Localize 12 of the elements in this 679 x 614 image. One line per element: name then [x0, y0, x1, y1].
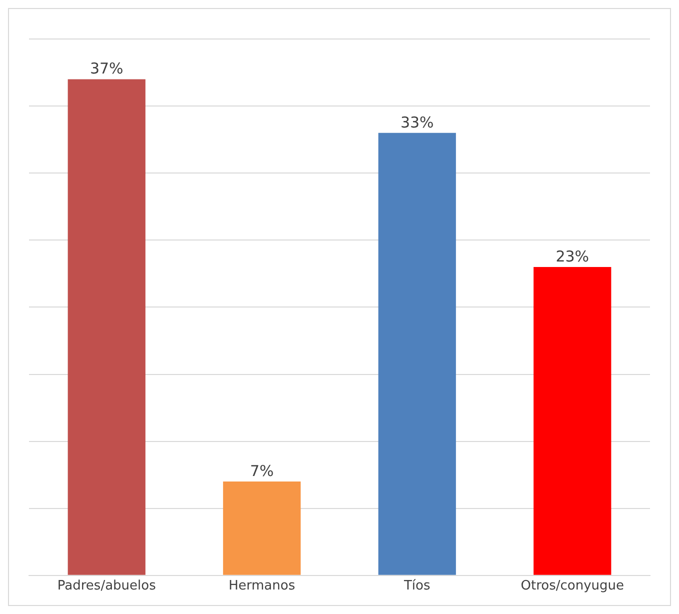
- x-tick-label: Padres/abuelos: [57, 578, 156, 594]
- data-label: 33%: [400, 113, 434, 132]
- x-tick-label: Hermanos: [228, 578, 296, 594]
- bar: [223, 482, 301, 575]
- data-label: 37%: [90, 60, 124, 78]
- bar: [378, 132, 456, 575]
- data-label: 7%: [250, 462, 274, 480]
- x-tick-label: Tíos: [402, 578, 430, 594]
- x-tick-label: Otros/conyugue: [520, 578, 624, 594]
- bar: [68, 79, 146, 575]
- bar: [534, 266, 612, 575]
- data-label: 23%: [556, 247, 590, 266]
